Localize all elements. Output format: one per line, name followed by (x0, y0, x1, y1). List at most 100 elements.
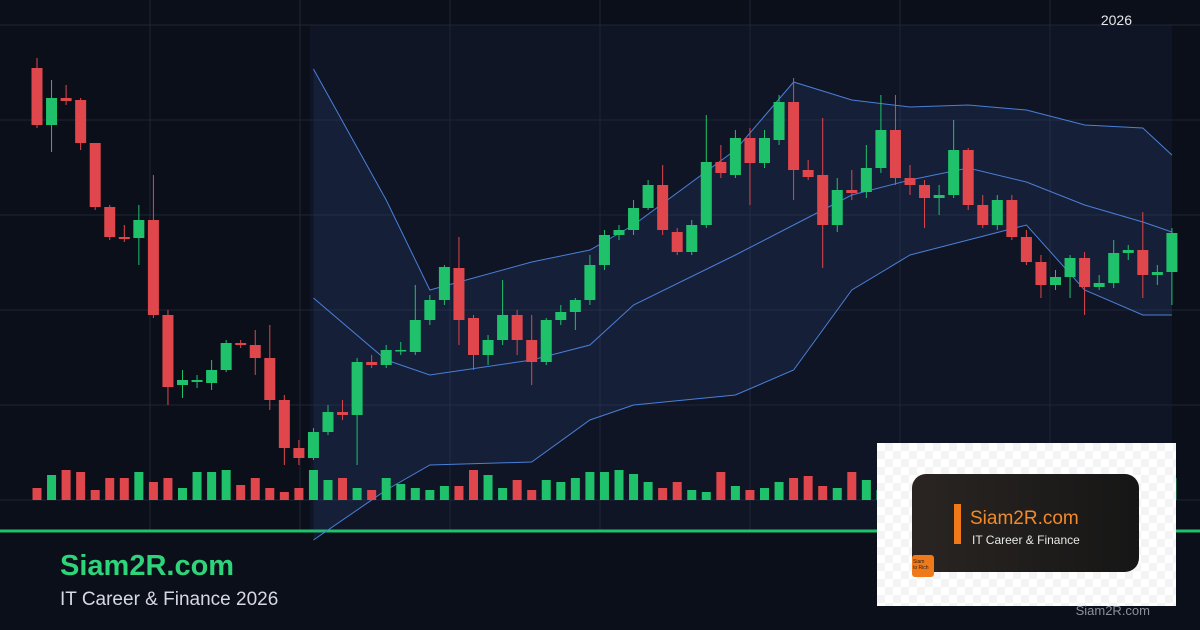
candle-body (1093, 283, 1105, 287)
band-middle (313, 167, 1173, 376)
candle-body (118, 237, 130, 239)
volume-bar (47, 475, 57, 500)
candle-body (991, 200, 1003, 225)
candle-body (1108, 253, 1120, 283)
candle-body (395, 350, 407, 352)
candle-body (584, 265, 596, 300)
volume-bar (469, 470, 478, 500)
volume-bar (599, 472, 609, 500)
candle-body (715, 162, 727, 173)
candle-body (235, 343, 247, 345)
volume-bar (323, 480, 333, 500)
candle-body (860, 168, 872, 192)
candle-body (249, 345, 261, 358)
volume-bar (818, 486, 828, 500)
logo-title: Siam2R.com (970, 508, 1079, 529)
volume-bar (192, 472, 202, 500)
candle-body (1035, 262, 1047, 285)
volume-bar (236, 485, 246, 500)
candle-body (468, 318, 479, 355)
volume-bar (803, 476, 813, 500)
candle-body (1151, 272, 1163, 275)
volume-bar (643, 482, 653, 500)
candle-body (700, 162, 712, 225)
volume-bar (527, 490, 537, 500)
volume-bar (556, 482, 566, 500)
volume-bar (861, 480, 871, 500)
candle-body (104, 207, 116, 237)
candle-body (555, 312, 567, 320)
candle-body (628, 208, 640, 230)
logo-tagline: IT Career & Finance (972, 533, 1080, 547)
candle-body (598, 235, 610, 265)
year-badge: 2026 (1100, 12, 1132, 28)
brand-tagline: IT Career & Finance 2026 (60, 589, 279, 610)
volume-bar (425, 490, 435, 500)
volume-bar (279, 492, 289, 500)
candle-body (46, 98, 58, 125)
candle-body (409, 320, 421, 352)
logo-icon: Siam to Rich (912, 555, 934, 577)
candle-body (642, 185, 654, 208)
candle-body (889, 130, 901, 178)
volume-bar (774, 482, 784, 500)
volume-bar (338, 478, 348, 500)
volume-bar (105, 478, 115, 500)
logo-card: Siam2R.com IT Career & Finance (912, 474, 1139, 572)
volume-bar (629, 474, 639, 500)
candle-body (511, 315, 523, 340)
volume-bar (61, 470, 71, 500)
candle-body (977, 205, 989, 225)
candle-body (1050, 277, 1061, 285)
candle-body (278, 400, 290, 448)
candle-body (802, 170, 814, 177)
icon-text: to Rich (913, 565, 929, 571)
candle-body (89, 143, 101, 207)
volume-bar (134, 472, 144, 500)
candle-body (875, 130, 887, 168)
volume-bar (294, 488, 304, 500)
volume-bar (250, 478, 260, 500)
candle-body (337, 412, 349, 415)
candle-body (919, 185, 931, 198)
candle-body (686, 225, 698, 252)
candle-body (1020, 237, 1032, 262)
candle-body (1006, 200, 1018, 237)
candle-body (526, 340, 538, 362)
volume-bar (716, 472, 726, 500)
candle-body (220, 343, 232, 370)
logo-accent (954, 504, 961, 544)
volume-bar (585, 472, 595, 500)
candle-body (817, 175, 829, 225)
candle-body (1079, 258, 1091, 287)
volume-bar (687, 490, 697, 500)
candle-body (831, 190, 843, 225)
candle-body (1137, 250, 1149, 275)
volume-bar (614, 470, 624, 500)
candle-body (293, 448, 305, 458)
volume-bar (90, 490, 100, 500)
volume-bar (789, 478, 799, 500)
candle-body (307, 432, 319, 458)
candle-body (380, 350, 392, 365)
volume-bar (352, 488, 362, 500)
icon-text: Siam (913, 559, 925, 565)
candle-body (1166, 233, 1178, 272)
candle-body (773, 102, 785, 140)
candle-body (540, 320, 552, 362)
volume-bar (119, 478, 129, 500)
volume-bar (265, 488, 275, 500)
candle-body (162, 315, 174, 387)
volume-bar (483, 475, 493, 500)
volume-bar (396, 484, 406, 500)
candle-body (60, 98, 72, 101)
volume-bar (207, 472, 217, 500)
volume-bar (672, 482, 682, 500)
watermark: Siam2R.com (1075, 603, 1150, 618)
candle-body (744, 138, 756, 163)
logo-panel: Siam2R.com IT Career & Finance Siam to R… (877, 443, 1176, 606)
volume-bar (381, 478, 391, 500)
volume-bar (847, 472, 857, 500)
volume-bar (410, 488, 420, 500)
